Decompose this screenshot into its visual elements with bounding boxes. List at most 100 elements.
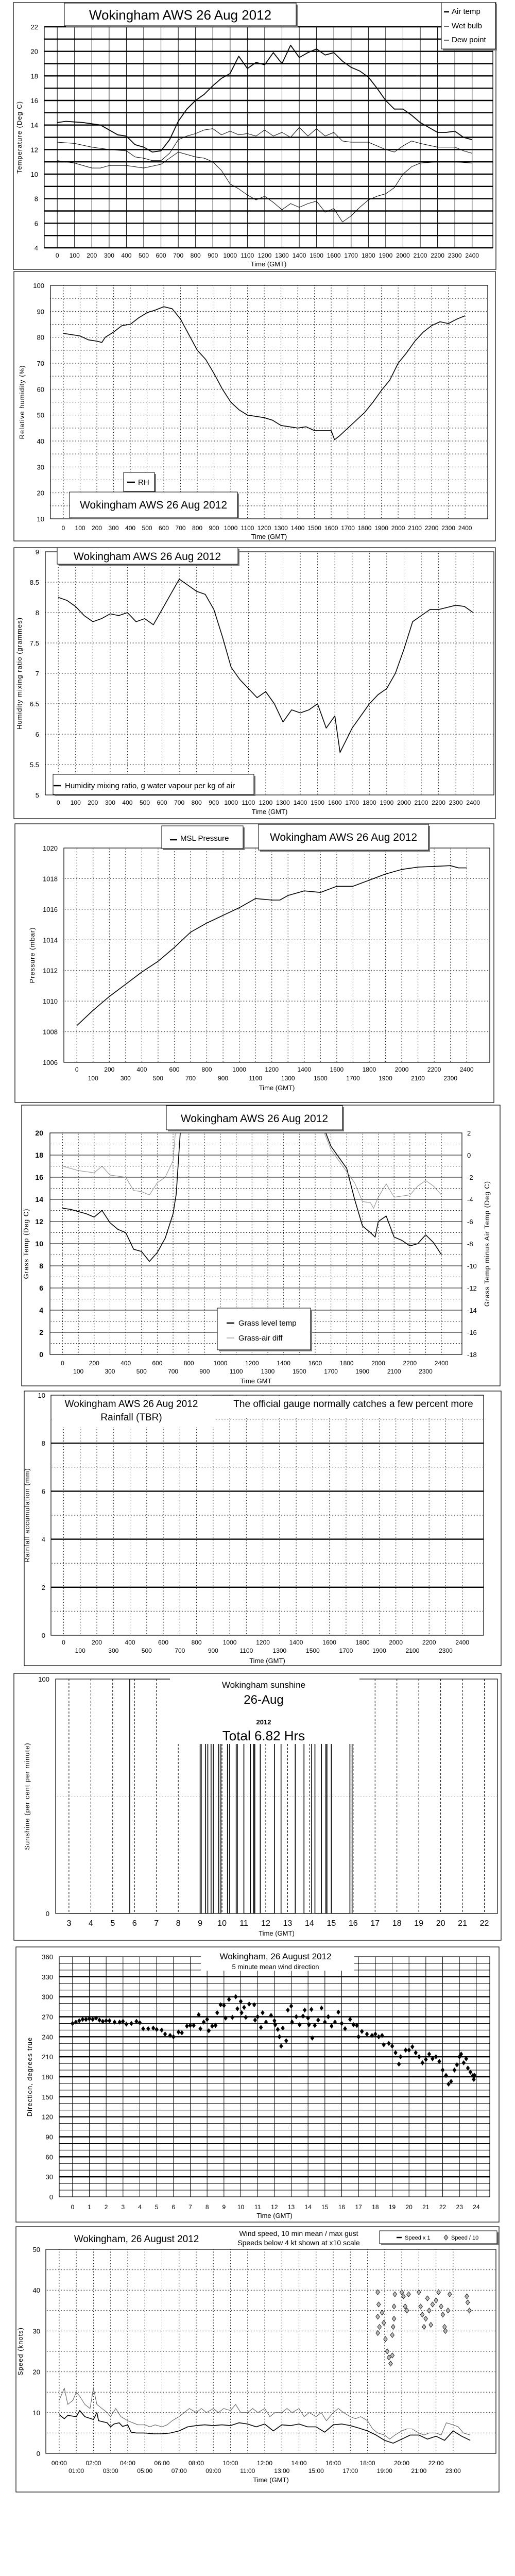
data-point-diamond	[381, 2319, 386, 2326]
data-point-diamond	[176, 2029, 181, 2035]
x-tick-label: 13	[283, 1919, 293, 1928]
x-tick-label: 17	[370, 1919, 380, 1928]
x-tick-label: 01:00	[68, 2467, 84, 2475]
chart-rainfall: 0246810010020030040050060070080090010001…	[23, 1391, 502, 1666]
data-point-diamond	[294, 2014, 299, 2020]
x-tick-label: 1400	[297, 1066, 311, 1073]
y-tick-label: 0	[37, 2450, 40, 2458]
x-tick-label: 1900	[374, 524, 388, 532]
data-point-diamond	[439, 2303, 443, 2310]
y-tick-label: 2	[42, 1584, 45, 1591]
y-tick-label: 7	[36, 670, 39, 677]
y-tick-label: 30	[46, 2173, 53, 2181]
data-point-diamond	[434, 2297, 438, 2303]
x-tick-label: 19:00	[377, 2467, 392, 2475]
x-tick-label: 200	[92, 524, 102, 532]
title-area	[201, 1953, 354, 1971]
data-point-diamond	[91, 2016, 95, 2022]
data-point-diamond	[84, 2016, 88, 2022]
data-point-diamond	[406, 2291, 411, 2297]
y-tick-label: 150	[42, 2093, 53, 2101]
data-point-diamond	[238, 1998, 243, 2004]
y-tick-label: 20	[35, 1129, 43, 1137]
data-point-diamond	[307, 2022, 311, 2028]
y-tick-label: 10	[33, 2409, 40, 2417]
data-point-diamond	[276, 2027, 280, 2032]
x-tick-label: 2200	[403, 1360, 417, 1367]
x-tick-label: 1000	[223, 252, 237, 259]
series-layer	[57, 44, 472, 223]
x-tick-label: 1100	[241, 252, 254, 259]
x-tick-label: 800	[184, 1360, 194, 1367]
data-point-diamond	[417, 2054, 421, 2060]
x-tick-label: 18	[392, 1919, 402, 1928]
data-point-diamond	[373, 2031, 377, 2037]
x-tick-label: 500	[140, 799, 150, 806]
data-point-diamond	[253, 2017, 258, 2023]
data-point-diamond	[107, 2018, 112, 2024]
data-point-diamond	[215, 2010, 219, 2015]
x-tick-label: 700	[168, 1368, 178, 1375]
x-tick-label: 1700	[324, 1368, 338, 1375]
x-tick-label: 1200	[245, 1360, 259, 1367]
data-point-diamond	[316, 2017, 320, 2023]
data-point-diamond	[428, 2321, 433, 2328]
x-tick-label: 500	[142, 1647, 152, 1654]
x-tick-label: 14:00	[291, 2460, 307, 2467]
x-tick-label: 02:00	[85, 2460, 101, 2467]
x-tick-label: 20:00	[394, 2460, 409, 2467]
series-line	[59, 2410, 471, 2444]
chart-title: Wokingham sunshine	[222, 1680, 305, 1690]
x-tick-label: 1200	[259, 799, 273, 806]
data-point-diamond	[443, 2328, 448, 2334]
x-axis-label: Time (GMT)	[252, 808, 288, 816]
x-tick-label: 900	[208, 252, 218, 259]
x-tick-label: 900	[218, 1075, 228, 1082]
data-point-diamond	[461, 2060, 466, 2065]
chart-title: Wokingham AWS 26 Aug 2012	[89, 7, 271, 23]
data-point-diamond	[242, 2005, 246, 2010]
y-tick-label: 0	[46, 1910, 49, 1918]
data-point-diamond	[467, 2308, 472, 2314]
x-tick-label: 300	[105, 799, 115, 806]
data-point-diamond	[168, 2032, 173, 2038]
data-point-diamond	[333, 2019, 337, 2025]
data-point-diamond	[218, 2002, 223, 2008]
x-tick-label: 0	[62, 524, 65, 532]
x-tick-label: 100	[88, 1075, 98, 1082]
data-point-diamond	[444, 2073, 448, 2078]
y-tick-label: 1008	[43, 1028, 58, 1036]
x-tick-label: 2300	[441, 524, 455, 532]
y-axis-label: Speed (knots)	[16, 2327, 24, 2376]
data-point-diamond	[399, 2054, 403, 2060]
series-line	[62, 1133, 442, 1209]
data-point-diamond	[213, 2023, 218, 2028]
y-tick-label: 6	[35, 219, 38, 227]
data-point-diamond	[403, 2047, 408, 2053]
x-tick-label: 1500	[306, 1647, 320, 1654]
chart-frame	[13, 2, 496, 270]
y-tick-label: 40	[33, 2286, 40, 2294]
x-tick-label: 10	[217, 1919, 227, 1928]
y-tick-label: 90	[37, 308, 44, 315]
title-box	[64, 3, 297, 26]
x-tick-label: 05:00	[137, 2467, 152, 2475]
title-area	[52, 1396, 214, 1427]
chart-sunshine: 0 100 3 4 5 6 7 8 9 10 11 12 13 14 15 16 17 18 19 20 21 22 Tim…	[13, 1673, 502, 1941]
x-tick-label: 200	[87, 252, 97, 259]
y-tick-label: 100	[38, 1675, 49, 1683]
x-tick-label: 2300	[443, 1075, 457, 1082]
series-line	[62, 1133, 442, 1262]
data-point-diamond	[188, 2023, 193, 2028]
x-tick-label: 03:00	[103, 2467, 118, 2475]
x-tick-label: 10:00	[222, 2460, 238, 2467]
x-tick-label: 2400	[455, 1639, 469, 1646]
y-tick-label: 8.5	[30, 579, 39, 586]
x-tick-label: 2100	[408, 524, 422, 532]
x-tick-label: 1400	[293, 252, 306, 259]
y-tick-label: 210	[42, 2053, 53, 2061]
y-tick-label: 10	[35, 1240, 43, 1248]
data-point-diamond	[222, 2003, 226, 2008]
x-tick-label: 400	[136, 1066, 147, 1073]
data-point-diamond	[376, 2301, 381, 2308]
